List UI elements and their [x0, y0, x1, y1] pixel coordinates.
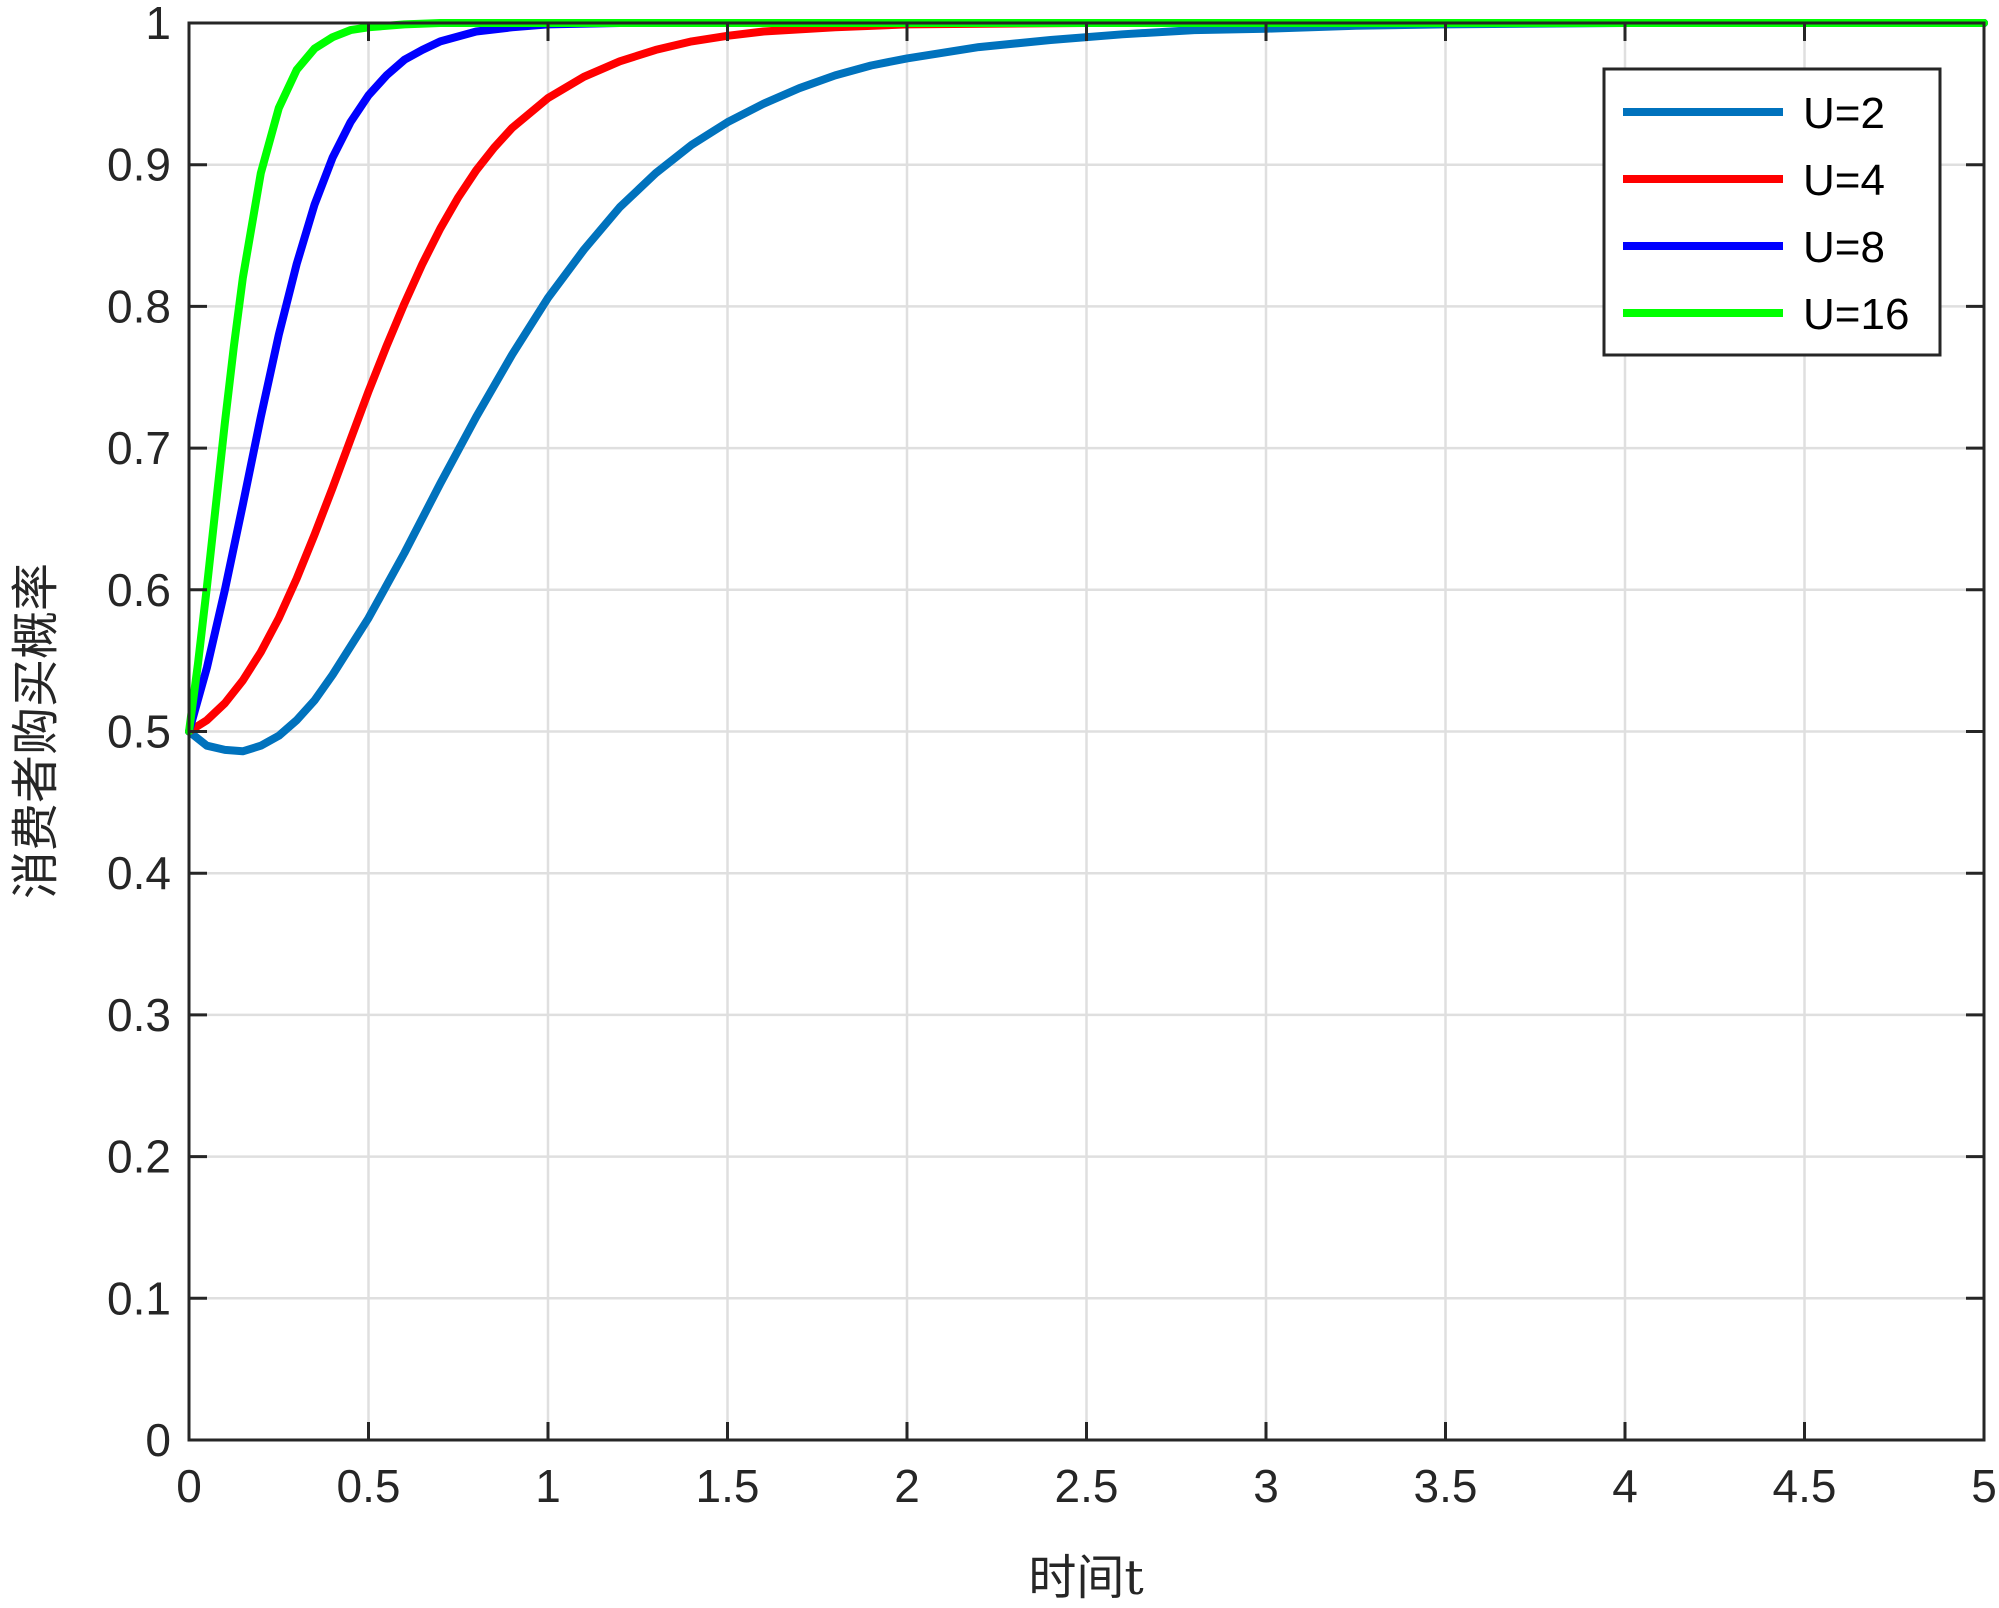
x-tick-label: 2: [894, 1460, 920, 1512]
legend-label-4: U=16: [1803, 290, 1909, 339]
y-tick-label: 0.8: [107, 280, 171, 332]
legend-label-1: U=2: [1803, 89, 1885, 138]
legend-box: [1602, 67, 1942, 357]
x-tick-label: 1: [535, 1460, 561, 1512]
x-tick-label: 2.5: [1055, 1460, 1119, 1512]
series-line-1: [185, 19, 1988, 756]
x-tick-labels: 0 0.5 1 1.5 2 2.5 3 3.5 4 4.5 5: [176, 1460, 1997, 1512]
series-line-2: [185, 19, 1988, 736]
y-axis-label: 消费者购买概率: [8, 563, 64, 899]
x-tick-label: 3.5: [1414, 1460, 1478, 1512]
y-tick-label: 0.9: [107, 139, 171, 191]
x-tick-label: 5: [1971, 1460, 1997, 1512]
x-tick-label: 0: [176, 1460, 202, 1512]
x-tick-label: 3: [1253, 1460, 1279, 1512]
x-tick-label: 4: [1612, 1460, 1638, 1512]
legend-entries: U=2 U=4 U=8 U=16: [1623, 89, 1909, 339]
y-tick-label: 0.1: [107, 1272, 171, 1324]
x-tick-label: 1.5: [696, 1460, 760, 1512]
x-tick-label: 0.5: [337, 1460, 401, 1512]
y-tick-label: 0.4: [107, 847, 171, 899]
y-tick-labels: 0 0.1 0.2 0.3 0.4 0.5 0.6 0.7 0.8 0.9 1: [107, 0, 171, 1466]
axis-ticks: [187, 21, 1986, 1442]
y-tick-label: 0.5: [107, 706, 171, 758]
x-tick-label: 4.5: [1773, 1460, 1837, 1512]
y-tick-label: 0.7: [107, 422, 171, 474]
y-tick-label: 1: [145, 0, 171, 49]
legend-label-3: U=8: [1803, 223, 1885, 272]
y-tick-label: 0.6: [107, 564, 171, 616]
x-axis-label: 时间t: [1028, 1550, 1143, 1606]
legend: U=2 U=4 U=8 U=16: [1602, 67, 1942, 357]
y-tick-label: 0.3: [107, 989, 171, 1041]
legend-label-2: U=4: [1803, 156, 1885, 205]
y-tick-label: 0.2: [107, 1131, 171, 1183]
y-tick-label: 0: [145, 1414, 171, 1466]
